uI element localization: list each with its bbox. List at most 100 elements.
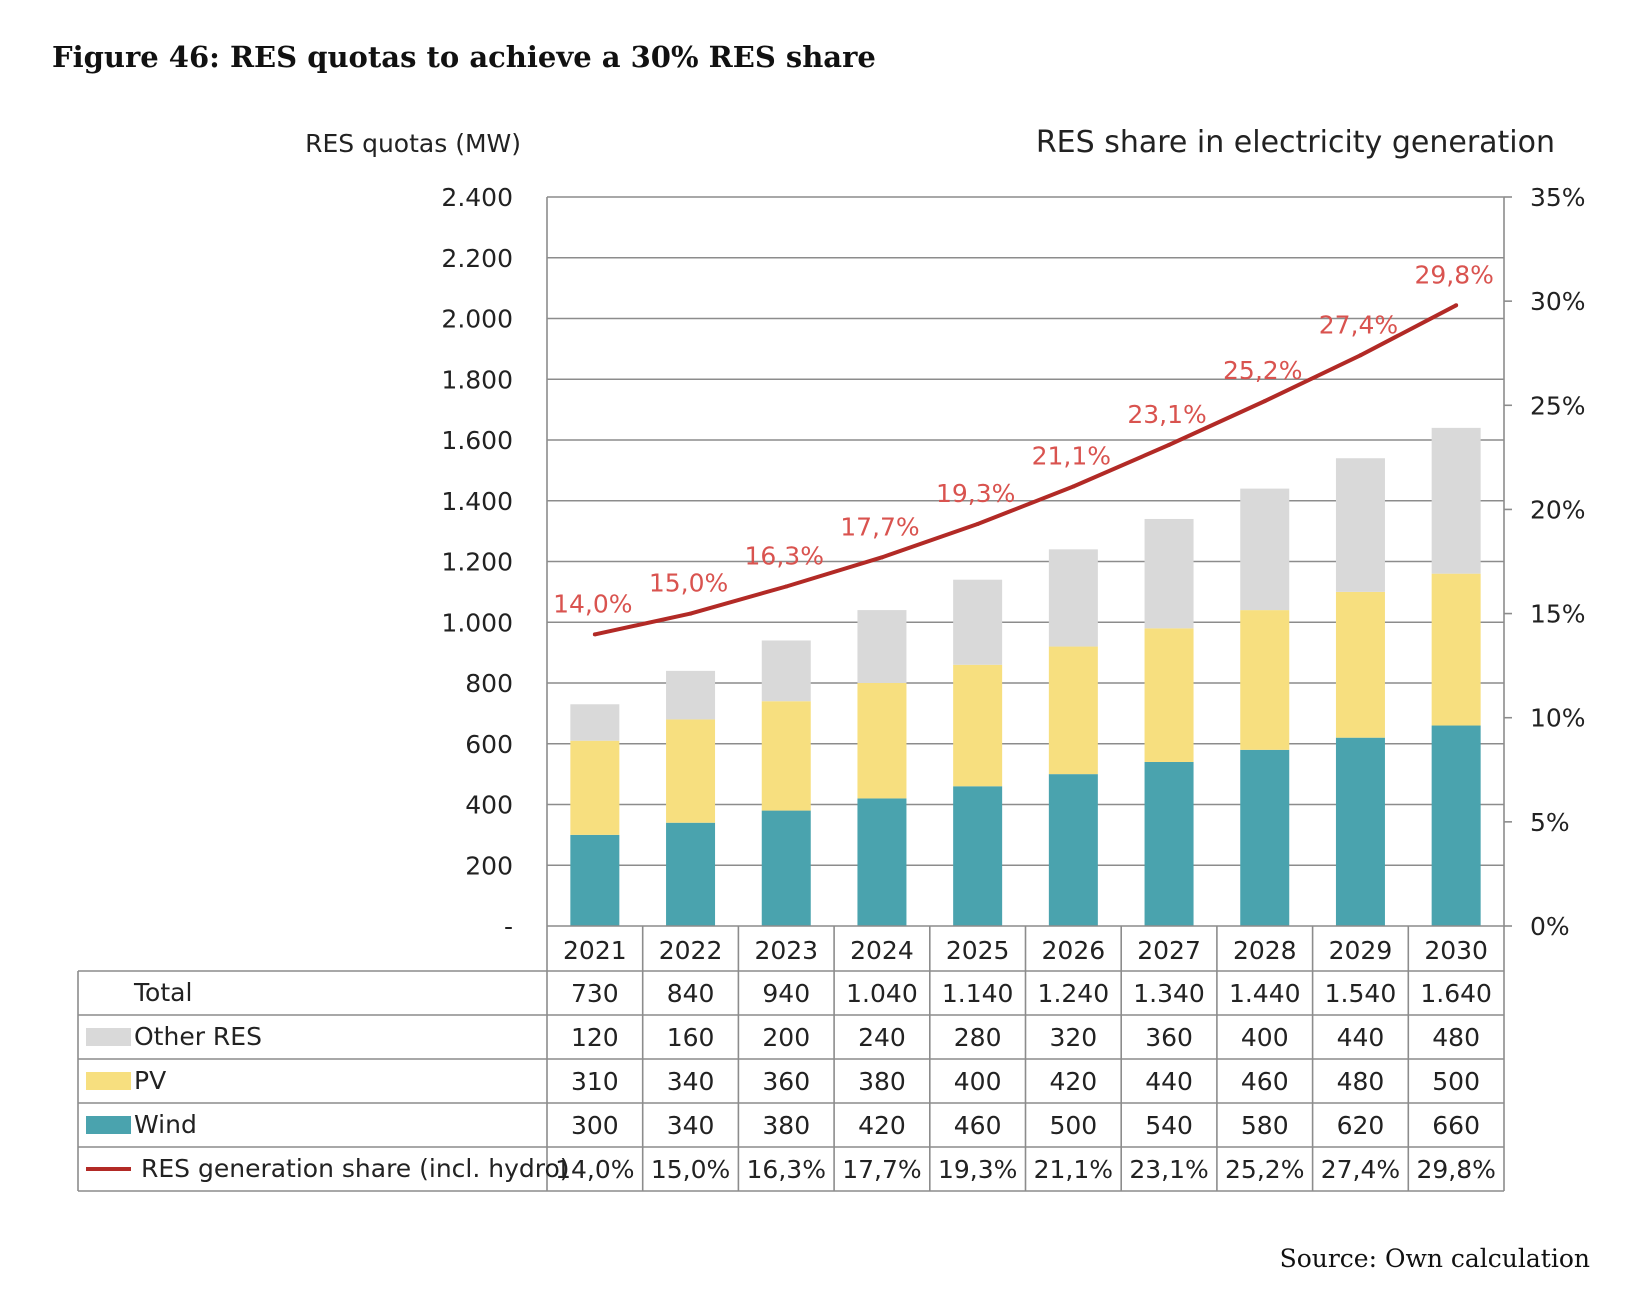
- res-share-point: [1167, 442, 1172, 447]
- bar-wind: [1431, 725, 1481, 926]
- table-cell: 840: [667, 979, 715, 1008]
- table-cell: 360: [762, 1067, 810, 1096]
- table-cell: 660: [1432, 1111, 1480, 1140]
- y-left-tick-label: 2.400: [441, 183, 513, 212]
- table-row-header: Total: [133, 978, 192, 1007]
- res-share-data-label: 14,0%: [553, 589, 632, 618]
- bar-other-res: [570, 704, 620, 741]
- y-left-tick-label: 200: [465, 851, 513, 880]
- res-share-point: [784, 584, 789, 589]
- y-left-axis-title: RES quotas (MW): [305, 129, 521, 158]
- bar-wind: [1240, 749, 1290, 926]
- table-row-header: Wind: [134, 1110, 197, 1139]
- bar-pv: [1335, 591, 1385, 738]
- res-share-data-label: 29,8%: [1414, 260, 1493, 289]
- bar-pv: [1431, 573, 1481, 726]
- y-left-tick-label: 1.400: [441, 487, 513, 516]
- x-category-label: 2025: [946, 936, 1010, 965]
- res-share-data-label: 15,0%: [649, 569, 728, 598]
- y-left-tick-label: 2.000: [441, 305, 513, 334]
- bar-pv: [761, 701, 811, 811]
- x-category-label: 2029: [1329, 936, 1393, 965]
- res-share-point: [592, 632, 597, 637]
- table-cell: 310: [571, 1067, 619, 1096]
- bar-other-res: [761, 640, 811, 702]
- bar-wind: [857, 798, 907, 926]
- bar-other-res: [953, 579, 1003, 665]
- res-share-data-label: 16,3%: [745, 541, 824, 570]
- x-category-label: 2022: [659, 936, 723, 965]
- table-cell: 120: [571, 1023, 619, 1052]
- table-cell: 19,3%: [938, 1155, 1017, 1184]
- table-cell: 400: [954, 1067, 1002, 1096]
- y-right-tick-label: 0%: [1530, 912, 1570, 941]
- bar-other-res: [666, 670, 716, 720]
- y-left-tick-label: 1.600: [441, 426, 513, 455]
- table-cell: 440: [1337, 1023, 1385, 1052]
- table-cell: 16,3%: [747, 1155, 826, 1184]
- table-cell: 29,8%: [1416, 1155, 1495, 1184]
- table-cell: 1.240: [1038, 979, 1110, 1008]
- x-category-label: 2026: [1042, 936, 1106, 965]
- table-cell: 460: [954, 1111, 1002, 1140]
- table-row-header: Other RES: [134, 1022, 262, 1051]
- bar-wind: [761, 810, 811, 926]
- legend-swatch-pv: [86, 1072, 131, 1090]
- table-cell: 340: [667, 1067, 715, 1096]
- table-cell: 400: [1241, 1023, 1289, 1052]
- table-cell: 300: [571, 1111, 619, 1140]
- bar-wind: [1335, 737, 1385, 926]
- res-share-point: [688, 611, 693, 616]
- bar-pv: [1048, 646, 1098, 775]
- table-cell: 25,2%: [1225, 1155, 1304, 1184]
- figure-title: Figure 46: RES quotas to achieve a 30% R…: [52, 40, 876, 74]
- table-cell: 1.540: [1325, 979, 1397, 1008]
- y-right-tick-label: 20%: [1530, 495, 1586, 524]
- x-category-label: 2030: [1424, 936, 1488, 965]
- bar-wind: [1144, 761, 1194, 926]
- table-cell: 340: [667, 1111, 715, 1140]
- table-cell: 240: [858, 1023, 906, 1052]
- bar-other-res: [1144, 518, 1194, 629]
- bar-other-res: [1335, 458, 1385, 592]
- table-cell: 580: [1241, 1111, 1289, 1140]
- y-left-tick-label: -: [504, 912, 513, 941]
- y-right-tick-label: 15%: [1530, 600, 1586, 629]
- table-cell: 420: [1049, 1067, 1097, 1096]
- legend-swatch-wind: [86, 1116, 131, 1134]
- res-share-point: [1262, 399, 1267, 404]
- table-row-header: RES generation share (incl. hydro): [141, 1154, 570, 1183]
- table-cell: 480: [1337, 1067, 1385, 1096]
- table-cell: 500: [1432, 1067, 1480, 1096]
- y-left-tick-label: 1.800: [441, 365, 513, 394]
- table-cell: 1.340: [1133, 979, 1205, 1008]
- res-share-point: [1358, 353, 1363, 358]
- table-cell: 1.440: [1229, 979, 1301, 1008]
- x-category-label: 2021: [563, 936, 627, 965]
- bar-other-res: [1240, 488, 1290, 611]
- bar-wind: [666, 822, 716, 926]
- bar-pv: [1240, 610, 1290, 750]
- res-share-data-label: 19,3%: [936, 479, 1015, 508]
- bar-pv: [857, 683, 907, 799]
- y-right-axis-title: RES share in electricity generation: [1036, 125, 1555, 160]
- x-category-label: 2027: [1137, 936, 1201, 965]
- table-cell: 380: [858, 1067, 906, 1096]
- table-cell: 360: [1145, 1023, 1193, 1052]
- res-share-point: [1454, 303, 1459, 308]
- y-left-tick-label: 1.000: [441, 608, 513, 637]
- table-row-header: PV: [134, 1066, 166, 1095]
- table-cell: 940: [762, 979, 810, 1008]
- legend-swatch-other-res: [86, 1028, 131, 1046]
- table-cell: 14,0%: [555, 1155, 634, 1184]
- x-category-label: 2024: [850, 936, 914, 965]
- table-cell: 21,1%: [1034, 1155, 1113, 1184]
- table-cell: 480: [1432, 1023, 1480, 1052]
- res-share-point: [879, 555, 884, 560]
- table-cell: 160: [667, 1023, 715, 1052]
- res-share-point: [975, 522, 980, 527]
- res-share-data-label: 21,1%: [1032, 442, 1111, 471]
- x-category-label: 2028: [1233, 936, 1297, 965]
- x-category-label: 2023: [754, 936, 818, 965]
